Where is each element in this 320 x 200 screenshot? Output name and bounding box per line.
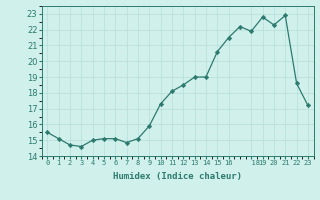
X-axis label: Humidex (Indice chaleur): Humidex (Indice chaleur) [113,172,242,181]
